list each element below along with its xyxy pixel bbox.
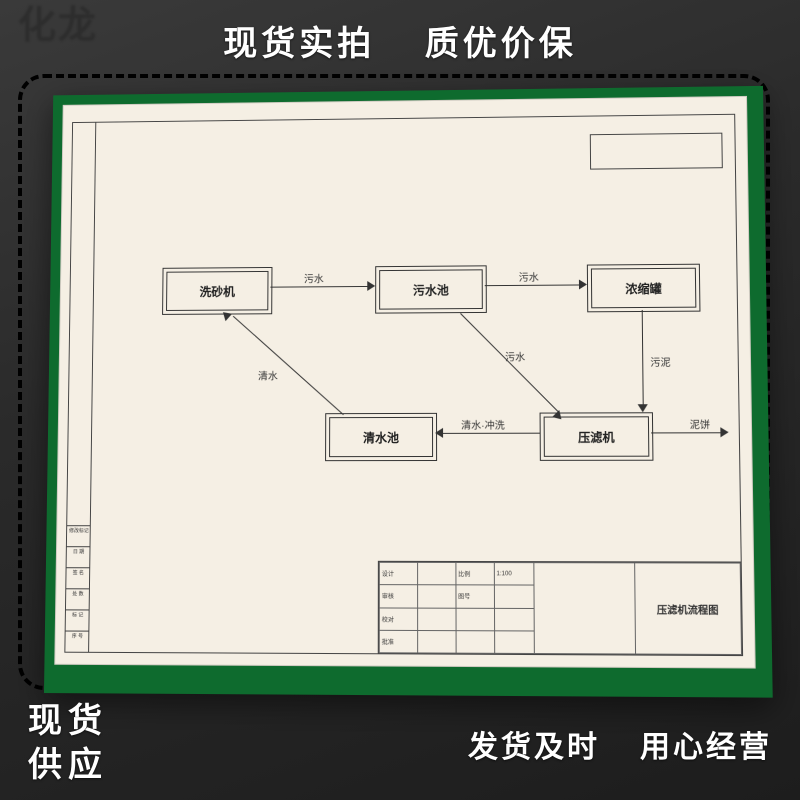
- tb-cell: [418, 562, 456, 585]
- overlay-bottom-left-1: 现货: [28, 693, 108, 742]
- overlay-top-right: 质优价保: [425, 16, 577, 65]
- tb-cell: 1:100: [494, 563, 534, 586]
- overlay-bottom-right-1: 发货及时: [468, 722, 600, 766]
- tb-cell: [456, 608, 495, 631]
- tb-cell: 审核: [379, 585, 417, 608]
- overlay-bottom-right-2: 用心经营: [640, 722, 772, 766]
- flow-edge-label: 清水: [258, 368, 278, 383]
- strip-cell: 日 期: [67, 546, 91, 567]
- flow-edge-label: 清水·冲洗: [461, 417, 505, 432]
- tb-title: 压滤机流程图: [634, 563, 741, 655]
- drawing-sheet: 修改标记 日 期 签 名 处 数 标 记 序 号 洗砂机 污水池 浓缩罐清水池压滤机…: [54, 96, 755, 669]
- drawing-border: 洗砂机污水池浓缩罐清水池压滤机 污水污水污泥清水·冲洗清水污水泥饼 设计 比例 …: [88, 114, 743, 656]
- overlay-top-left: 现货实拍: [223, 25, 375, 63]
- strip-cell: 修改标记: [67, 525, 91, 546]
- tb-cell: [494, 585, 534, 608]
- tb-cell: 比例: [455, 562, 494, 585]
- flow-node-thicken: 浓缩罐: [587, 264, 701, 313]
- tb-cell: [494, 608, 534, 631]
- tb-cell: 校对: [379, 607, 417, 630]
- overlay-bottom-left-2: 供应: [28, 737, 108, 786]
- drawing-board: 修改标记 日 期 签 名 处 数 标 记 序 号 洗砂机 污水池 浓缩罐清水池压滤机…: [44, 86, 773, 698]
- flow-node-sewage: 污水池: [375, 265, 487, 313]
- strip-cell: 标 记: [66, 609, 90, 630]
- flow-edge-label: 泥饼: [690, 416, 711, 431]
- tb-company: [533, 563, 635, 654]
- strip-cell: 序 号: [65, 631, 89, 652]
- tb-cell: [456, 630, 495, 653]
- flow-edge-label: 污水: [304, 271, 324, 286]
- tb-cell: [418, 585, 456, 608]
- title-block-table: 设计 比例 1:100 压滤机流程图 审核 图号: [379, 562, 742, 655]
- title-block: 设计 比例 1:100 压滤机流程图 审核 图号: [378, 561, 742, 655]
- photo-background: 化龙 修改标记 日 期 签 名 处 数 标 记 序 号 洗砂机污水池浓缩罐清水池…: [0, 0, 800, 800]
- flow-node-washer: 洗砂机: [162, 267, 272, 315]
- tb-cell: [494, 631, 534, 654]
- overlay-top: 现货实拍 质优价保: [0, 16, 800, 65]
- upper-right-box: [590, 133, 723, 170]
- flow-edge-label: 污泥: [650, 354, 670, 369]
- strip-cell: 处 数: [66, 588, 90, 609]
- tb-cell: 设计: [379, 562, 417, 585]
- flow-edge-label: 污水: [519, 269, 539, 284]
- tb-cell: 图号: [456, 585, 495, 608]
- strip-cell: 签 名: [66, 567, 90, 588]
- flow-node-clear: 清水池: [325, 413, 437, 461]
- tb-cell: 批准: [379, 630, 417, 653]
- tb-cell: [418, 630, 456, 653]
- tb-cell: [418, 608, 456, 631]
